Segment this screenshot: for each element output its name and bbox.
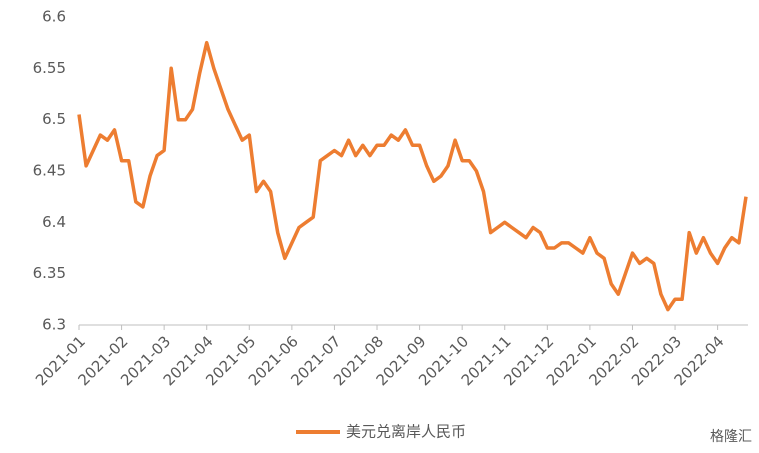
y-tick-label: 6.55 [33, 59, 66, 77]
y-tick-label: 6.4 [42, 213, 66, 231]
y-tick-label: 6.45 [33, 162, 66, 180]
y-tick-label: 6.5 [42, 110, 66, 128]
watermark: 格隆汇 [710, 429, 752, 445]
y-tick-label: 6.3 [42, 316, 66, 334]
line-series [77, 40, 748, 312]
legend-label: 美元兑离岸人民币 [346, 423, 466, 441]
y-tick-label: 6.35 [33, 264, 66, 282]
y-tick-label: 6.6 [42, 8, 66, 26]
